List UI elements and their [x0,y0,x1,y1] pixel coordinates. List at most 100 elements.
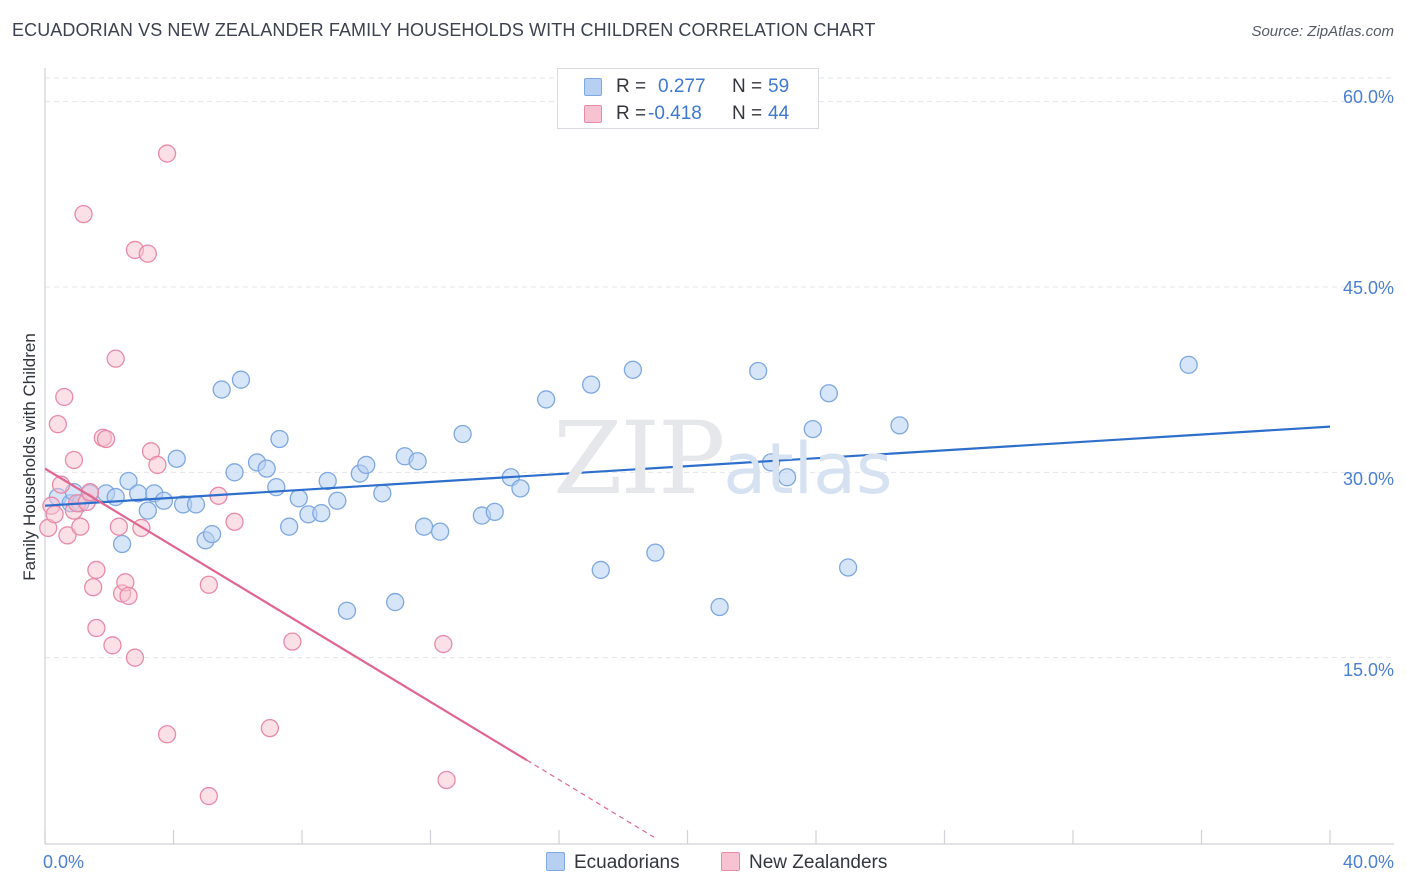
chart-title: ECUADORIAN VS NEW ZEALANDER FAMILY HOUSE… [12,20,876,40]
ecuadorian-point [225,463,244,482]
n-label: N = [732,76,763,97]
y-tick-30: 30.0% [1342,469,1394,489]
r-value: 0.277 [658,76,706,97]
ecuadorian-point [890,416,909,435]
ecuadorian-point [289,489,308,508]
new-zealander-point [157,725,177,744]
ecuadorian-point [212,380,231,399]
ecuadorian-point [453,424,472,444]
ecuadorian-point [119,471,138,491]
source-credit: Source: ZipAtlas.com [1251,23,1394,40]
new-zealander-point [80,482,100,502]
ecuadorian-point [777,468,797,487]
trend-lines [44,425,1331,839]
new-zealander-point [48,414,67,434]
y-tick-45: 45.0% [1342,278,1394,298]
ecuadorian-point [710,597,729,617]
ecuadorian-point [414,517,434,536]
ecuadorian-point [430,522,450,541]
new-zealander-point [125,648,145,667]
y-tick-60: 60.0% [1342,87,1394,107]
ecuadorian-point [1179,355,1198,374]
new-zealander-point [148,455,167,475]
blue-swatch [546,852,565,871]
axes [44,68,1394,845]
new-zealanders-trend-line [44,467,528,762]
ecuadorian-point [231,370,251,389]
ecuadorian-point [318,471,337,491]
ecuadorian-point [749,361,768,381]
new-zealander-point [74,204,93,224]
ecuadorian-point [257,459,276,478]
new-zealander-point [84,578,103,597]
ecuadorian-point [408,452,427,471]
ecuadorian-point [591,560,610,580]
ecuadorians-trend-line [44,425,1331,507]
legend-row-ecuadorians: R = 0.277 N = 59 [558,74,818,100]
y-axis-label: Family Households with Children [20,333,39,581]
new-zealander-point [71,517,90,536]
ecuadorian-point [537,390,556,409]
new-zealander-point [119,586,138,606]
r-label: R = [616,103,647,124]
blue-swatch [584,78,602,96]
ecuadorian-point [312,503,331,523]
new-zealander-point [58,526,77,545]
ecuadorian-point [511,479,530,498]
ecuadorian-point [373,484,392,503]
legend-item-new-zealanders[interactable]: New Zealanders [721,852,887,874]
n-label: N = [732,103,763,124]
pink-swatch [721,852,740,871]
n-value: 59 [768,76,790,97]
pink-swatch [584,105,602,123]
ecuadorian-point [328,491,347,510]
new-zealander-point [87,618,106,638]
legend-row-new-zealanders: R = -0.418 N = 44 [558,101,818,127]
ecuadorian-point [485,502,504,522]
ecuadorian-point [386,592,405,612]
ecuadorian-point [112,534,132,554]
watermark: ZIPatlas [553,400,892,517]
ecuadorian-point [154,491,174,510]
ecuadorian-point [138,501,157,520]
ecuadorian-point [337,601,357,620]
new-zealander-point [225,512,244,531]
y-tick-15: 15.0% [1342,660,1394,680]
new-zealander-point [157,144,177,163]
new-zealander-point [55,387,74,407]
watermark-atlas: atlas [723,428,893,510]
ecuadorian-point [186,495,206,514]
new-zealander-point [64,450,84,470]
ecuadorian-point [819,384,838,403]
correlation-legend: R = 0.277 N = 59 R = -0.418 N = 44 [557,68,819,129]
new-zealander-point [434,634,453,654]
x-tick-min: 0.0% [43,852,85,872]
new-zealander-point [103,636,122,655]
ecuadorian-point [357,455,376,475]
new-zealander-point [199,786,218,806]
new-zealander-point [106,349,125,368]
new-zealanders-trend-extension [526,759,656,839]
new-zealander-point [87,560,106,580]
ecuadorian-point [581,375,601,394]
r-value: -0.418 [648,103,702,124]
legend-label: New Zealanders [749,852,888,873]
ecuadorian-point [202,524,222,544]
x-tick-max: 40.0% [1342,852,1394,872]
n-value: 44 [768,103,790,124]
new-zealanders-points [39,144,456,806]
new-zealander-point [138,244,157,263]
watermark-zip: ZIP [553,400,725,517]
new-zealander-point [283,632,302,651]
r-label: R = [616,76,647,97]
legend-item-ecuadorians[interactable]: Ecuadorians [546,852,680,874]
ecuadorian-point [279,517,299,536]
new-zealander-point [109,517,129,536]
ecuadorian-point [167,449,186,468]
ecuadorian-point [646,543,665,562]
ecuadorian-point [270,429,289,449]
new-zealander-point [437,770,456,790]
ecuadorian-point [106,487,125,507]
legend-label: Ecuadorians [574,852,680,873]
ecuadorian-point [267,478,286,497]
